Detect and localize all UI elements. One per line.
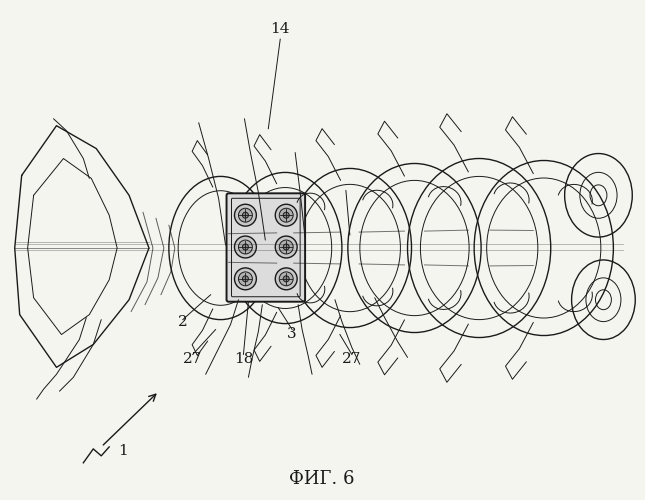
Circle shape (243, 276, 248, 282)
Circle shape (279, 208, 293, 222)
Circle shape (283, 244, 289, 250)
Circle shape (283, 276, 289, 282)
Circle shape (279, 240, 293, 254)
Text: 27: 27 (342, 352, 362, 366)
Circle shape (235, 268, 256, 290)
Text: 1: 1 (118, 444, 128, 458)
FancyBboxPatch shape (226, 194, 305, 302)
Text: 27: 27 (183, 352, 203, 366)
Circle shape (279, 272, 293, 286)
Circle shape (283, 212, 289, 218)
Circle shape (275, 204, 297, 226)
Circle shape (239, 208, 252, 222)
Text: 18: 18 (233, 352, 253, 366)
Circle shape (243, 212, 248, 218)
Text: 3: 3 (288, 326, 297, 340)
Circle shape (275, 268, 297, 290)
Circle shape (239, 240, 252, 254)
Circle shape (243, 244, 248, 250)
Circle shape (235, 236, 256, 258)
Circle shape (275, 236, 297, 258)
Circle shape (239, 272, 252, 286)
Text: 14: 14 (270, 22, 290, 36)
Text: ФИГ. 6: ФИГ. 6 (289, 470, 355, 488)
Text: 2: 2 (178, 314, 188, 328)
Circle shape (235, 204, 256, 226)
